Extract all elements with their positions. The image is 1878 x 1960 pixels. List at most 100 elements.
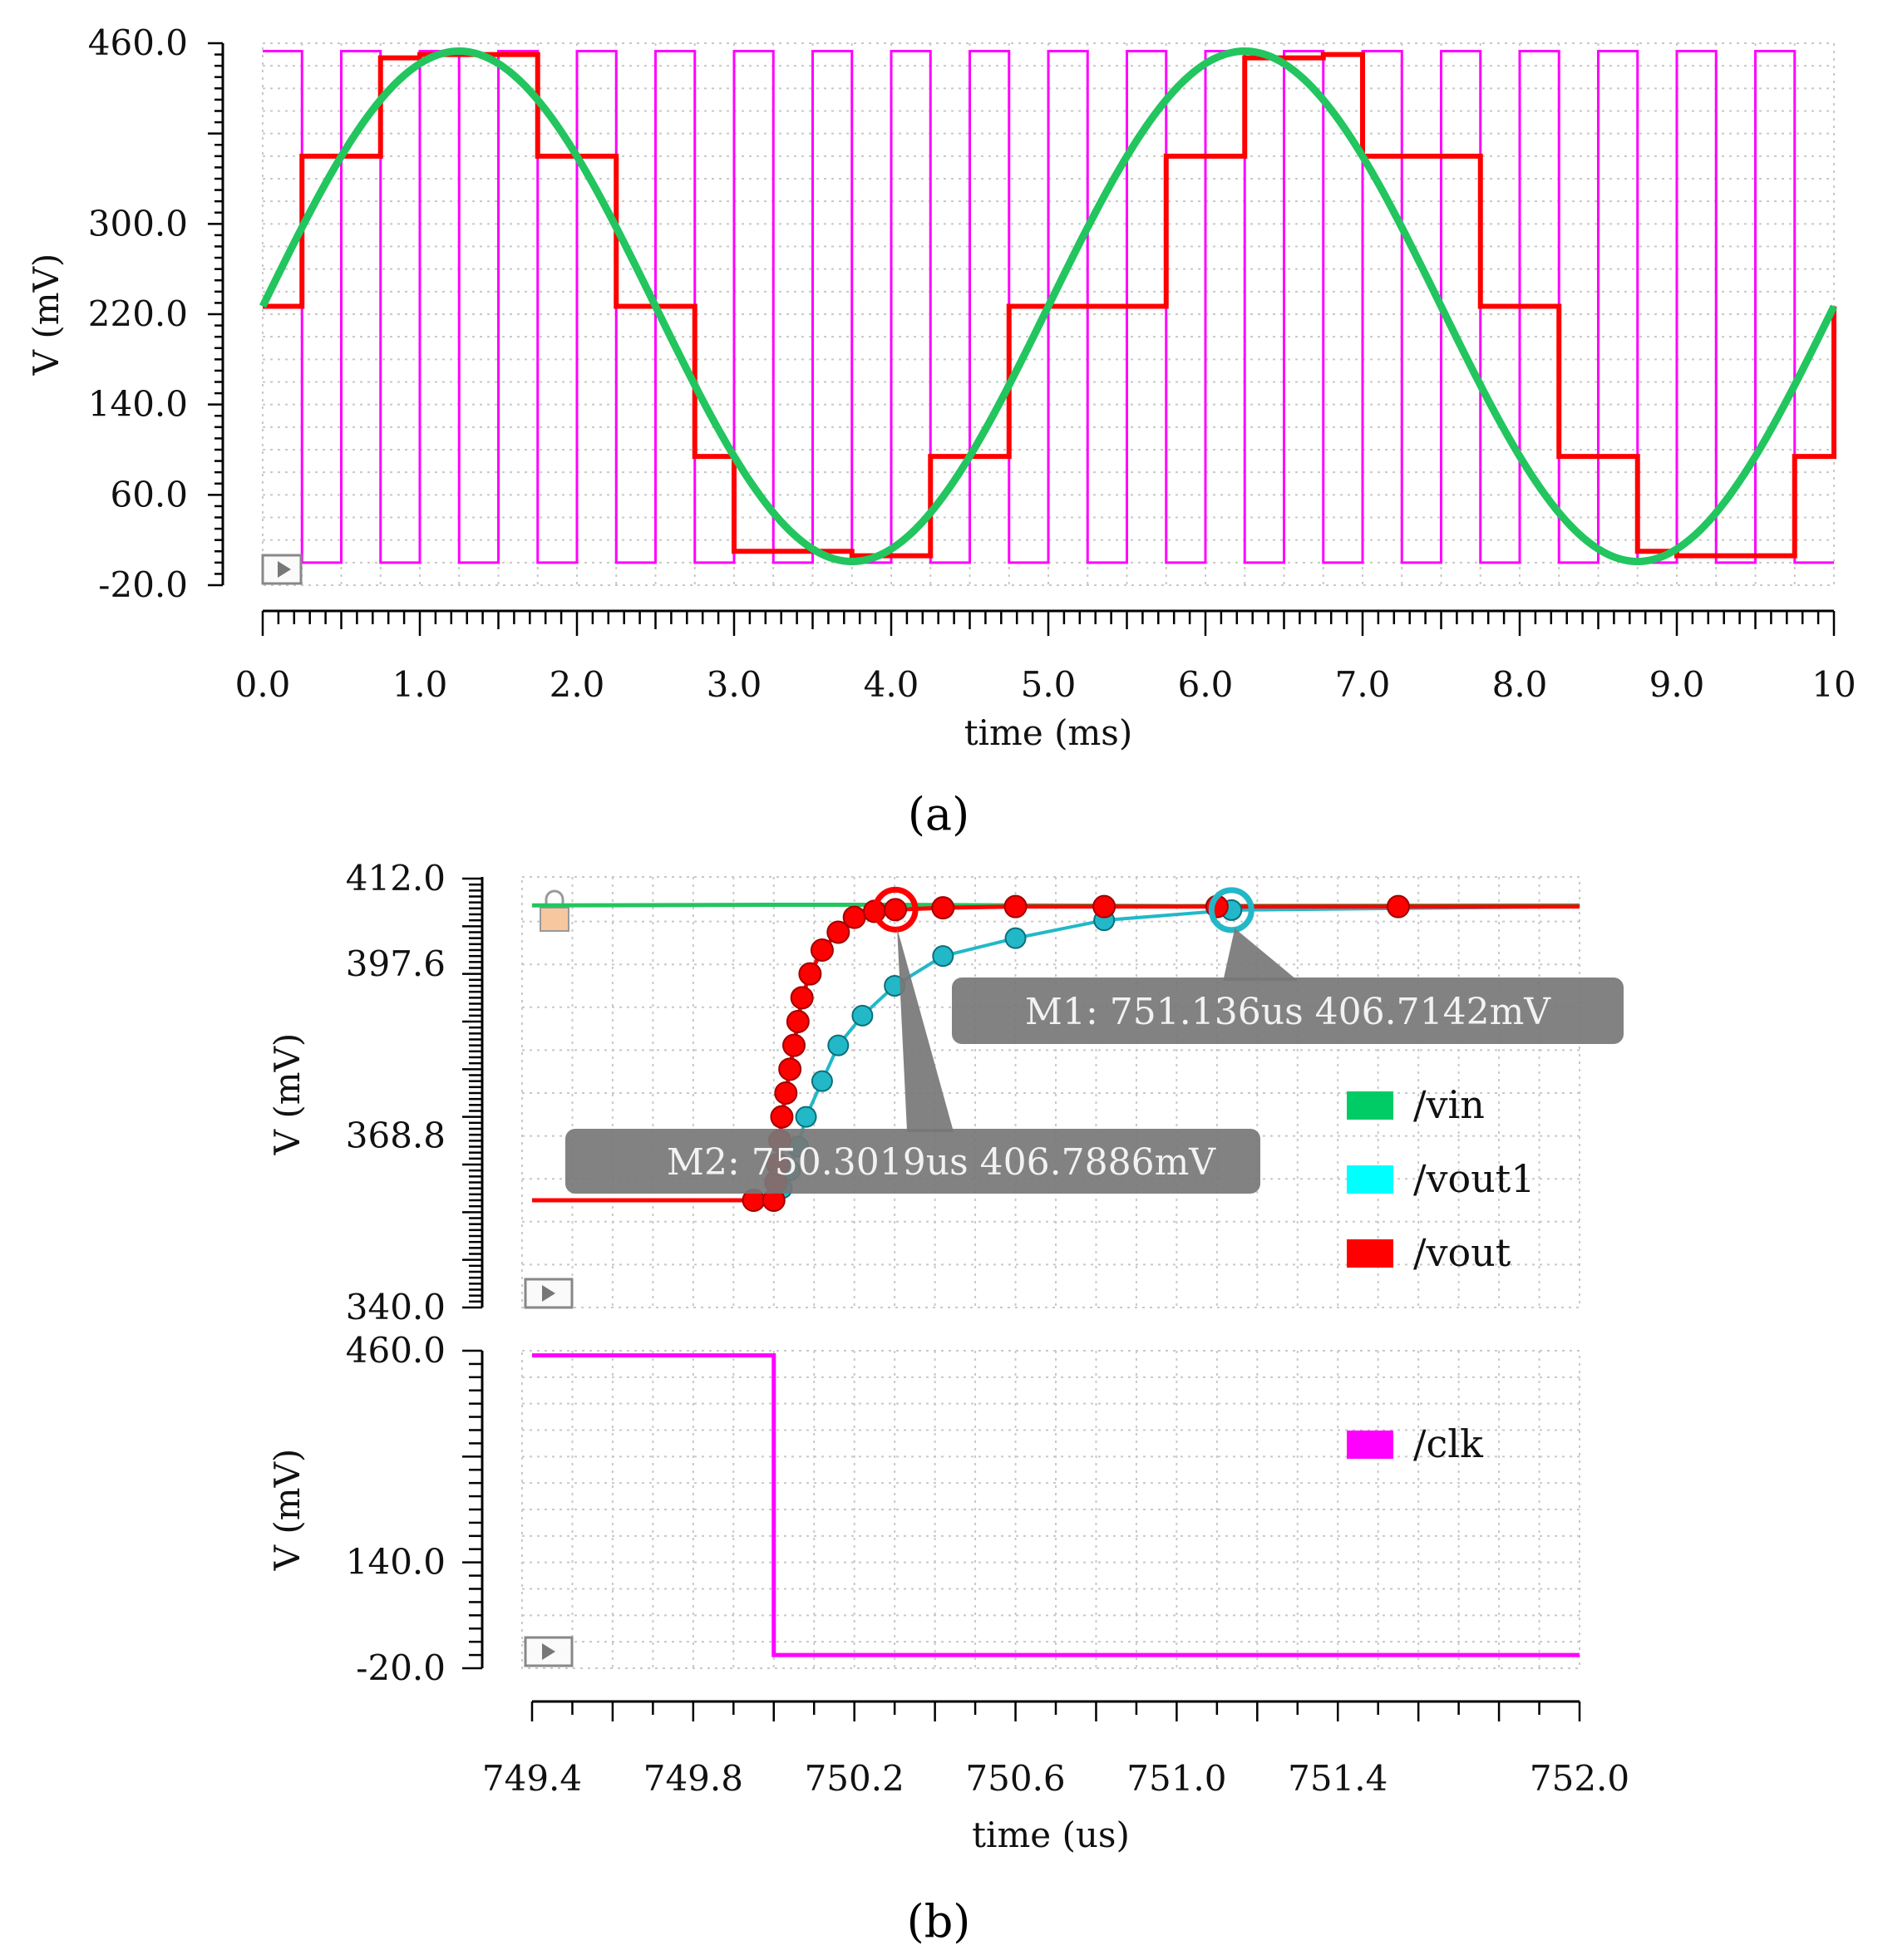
panel-a-x-axis: 0.0 1.0 2.0 3.0 4.0 5.0 6.0 7.0 8.0 9.0 10: [235, 609, 1856, 705]
vout-point: [1003, 894, 1028, 918]
panel-a: -20.0 60.0 140.0 220.0 300.0 460.0 0.0 1.0 2.0 3…: [26, 22, 1856, 840]
panel-b-label: (b): [907, 1895, 971, 1948]
legend-item-vout[interactable]: /vout: [1347, 1230, 1511, 1275]
legend-item-vin[interactable]: /vin: [1347, 1082, 1485, 1127]
x-tick-label: 9.0: [1649, 664, 1705, 705]
x-tick-label: 751.4: [1288, 1758, 1388, 1799]
vout-point: [770, 1105, 794, 1129]
marker-m1-pointer: [1223, 928, 1299, 981]
panel-a-label: (a): [908, 788, 969, 840]
vout-point: [798, 962, 822, 986]
panel-b-bottom-y-axis: -20.0 140.0 460.0: [346, 1330, 484, 1688]
x-tick-label: 10: [1811, 664, 1856, 705]
x-tick-label: 749.4: [482, 1758, 582, 1799]
legend-label-vout1: /vout1: [1413, 1156, 1535, 1201]
panel-b-bottom-legend: /clk: [1347, 1421, 1484, 1466]
y-tick-label: -20.0: [98, 564, 188, 605]
panel-b-bottom-x-axis: 749.4 749.8 750.2 750.6 751.0 751.4 752.0: [482, 1700, 1629, 1799]
marker-m1-label: M1: 751.136us 406.7142mV: [1025, 991, 1551, 1033]
series-clk-line: [532, 1353, 1580, 1657]
y-tick-label: 140.0: [346, 1542, 446, 1583]
panel-b-top-y-axis: 340.0 368.8 397.6 412.0: [346, 858, 484, 1327]
y-tick-label: 412.0: [346, 858, 446, 899]
x-tick-label: 752.0: [1530, 1758, 1629, 1799]
panel-b-bottom-play-icon[interactable]: [524, 1636, 574, 1667]
legend-swatch-vin: [1347, 1091, 1393, 1120]
legend-label-vin: /vin: [1413, 1082, 1485, 1127]
vout1-point: [811, 1070, 833, 1092]
panel-b-x-axis-title: time (us): [972, 1815, 1130, 1855]
y-tick-label: 340.0: [346, 1287, 446, 1327]
y-tick-label: 460.0: [88, 22, 188, 63]
y-tick-label: 60.0: [110, 474, 188, 515]
marker-m2-box[interactable]: [565, 1129, 1260, 1194]
panel-a-y-axis-title: V (mV): [26, 254, 67, 377]
x-tick-label: 3.0: [707, 664, 762, 705]
y-tick-label: 300.0: [88, 203, 188, 244]
panel-b-top-legend: /vin /vout1 /vout: [1347, 1082, 1535, 1275]
panel-b-top-markers: M1: 751.136us 406.7142mV M2: 750.3019us …: [565, 886, 1624, 1194]
vout-point: [810, 938, 834, 962]
x-tick-label: 1.0: [392, 664, 448, 705]
x-tick-label: 4.0: [864, 664, 919, 705]
vout-point: [931, 896, 955, 920]
y-tick-label: 140.0: [88, 384, 188, 425]
y-tick-label: 220.0: [88, 293, 188, 334]
y-tick-label: 460.0: [346, 1330, 446, 1371]
legend-swatch-vout1: [1347, 1165, 1393, 1194]
vout-point: [884, 898, 908, 922]
vout-point: [774, 1081, 798, 1105]
x-tick-label: 5.0: [1021, 664, 1077, 705]
panel-b-top-y-axis-title: V (mV): [267, 1033, 308, 1156]
vout1-point: [932, 945, 954, 968]
panel-b-top: 340.0 368.8 397.6 412.0 M1: 751.136us 406.7…: [267, 858, 1624, 1327]
vout-point: [826, 920, 850, 944]
series-vin-line: [259, 47, 1838, 565]
vout1-point: [827, 1034, 850, 1056]
x-tick-label: 2.0: [550, 664, 605, 705]
x-tick-label: 0.0: [235, 664, 291, 705]
vout-point: [1386, 894, 1410, 918]
panel-b-top-series: [531, 894, 1580, 1212]
y-tick-label: 368.8: [346, 1115, 446, 1156]
x-tick-label: 750.6: [965, 1758, 1065, 1799]
panel-b-top-play-icon[interactable]: [524, 1278, 574, 1309]
panel-a-x-axis-title: time (ms): [964, 712, 1133, 753]
series-vout-line: [263, 52, 1836, 559]
x-tick-label: 7.0: [1335, 664, 1391, 705]
vout-point: [790, 986, 814, 1010]
panel-b-bottom-plot-area: [521, 1350, 1580, 1669]
panel-b-bottom-y-axis-title: V (mV): [267, 1449, 308, 1572]
vout1-point: [1004, 927, 1027, 949]
legend-swatch-clk: [1347, 1431, 1393, 1459]
panel-b-bottom: -20.0 140.0 460.0 749.4 749.8 750.2 750.6 751.…: [267, 1330, 1629, 1948]
panel-a-play-icon[interactable]: [261, 554, 303, 585]
vout-point: [778, 1057, 802, 1081]
vout1-point: [795, 1106, 817, 1128]
panel-b-bottom-grid: [522, 1351, 1580, 1668]
panel-b-top-points: [742, 894, 1410, 1212]
panel-a-series: [259, 47, 1838, 565]
vout-point: [1092, 894, 1116, 918]
legend-label-clk: /clk: [1413, 1421, 1484, 1466]
marker-m2-label: M2: 750.3019us 406.7886mV: [667, 1141, 1216, 1184]
x-tick-label: 749.8: [643, 1758, 743, 1799]
x-tick-label: 750.2: [805, 1758, 904, 1799]
marker-m1-ring[interactable]: [1208, 887, 1254, 933]
legend-item-clk[interactable]: /clk: [1347, 1421, 1484, 1466]
legend-item-vout1[interactable]: /vout1: [1347, 1156, 1535, 1201]
vout-point: [786, 1010, 810, 1033]
marker-m2-ring[interactable]: [872, 886, 919, 933]
vout1-point: [851, 1004, 874, 1027]
panel-a-y-axis: -20.0 60.0 140.0 220.0 300.0 460.0: [88, 22, 224, 605]
x-tick-label: 8.0: [1492, 664, 1548, 705]
marker-m2-pointer: [897, 928, 954, 1132]
lock-icon[interactable]: [540, 889, 569, 932]
marker-m1-box[interactable]: [952, 978, 1624, 1044]
y-tick-label: -20.0: [356, 1647, 446, 1688]
panel-b-top-plot-area: [521, 876, 1580, 1308]
legend-swatch-vout: [1347, 1239, 1393, 1268]
x-tick-label: 751.0: [1126, 1758, 1226, 1799]
vout-point: [842, 905, 866, 929]
